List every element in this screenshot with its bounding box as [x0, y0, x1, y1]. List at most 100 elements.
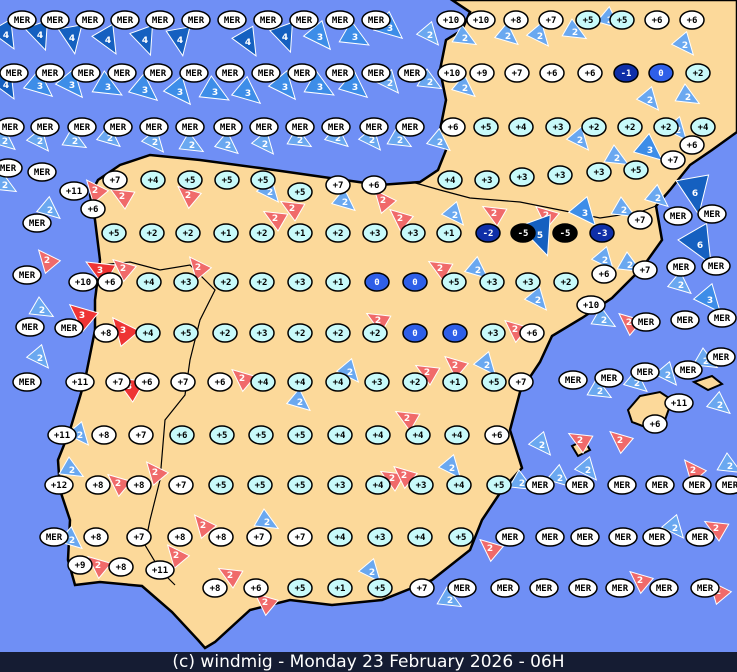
wind-triangle-icon: [481, 205, 508, 227]
marker-oval: [697, 204, 727, 224]
temperature-marker: +3: [249, 323, 275, 343]
temperature-label: MER: [502, 533, 519, 543]
wind-force-label: 2: [602, 256, 608, 266]
wind-arrow: 2: [437, 453, 462, 479]
wind-triangle-icon: [440, 200, 465, 226]
wind-arrow: 4: [57, 24, 83, 55]
temperature-label: +6: [215, 378, 226, 388]
temperature-marker: +3: [367, 527, 393, 547]
temperature-marker: +4: [250, 372, 276, 392]
temperature-label: MER: [572, 481, 589, 491]
temperature-marker: +6: [80, 199, 106, 219]
marker-oval: [243, 578, 269, 598]
wind-arrow: 2: [479, 538, 505, 563]
marker-oval: [251, 63, 281, 83]
temperature-label: MER: [689, 481, 706, 491]
wind-arrow: 3: [127, 72, 159, 102]
wind-force-label: 2: [617, 436, 623, 446]
wind-arrow: 3: [230, 75, 262, 105]
temperature-label: MER: [2, 123, 19, 133]
marker-oval: [645, 475, 675, 495]
temperature-label: MER: [188, 16, 205, 26]
temperature-marker: +4: [444, 425, 470, 445]
temperature-marker: +10: [437, 63, 467, 83]
temperature-marker: +9: [67, 555, 93, 575]
marker-oval: [83, 527, 109, 547]
marker-oval: [607, 475, 637, 495]
wind-arrow: 2: [166, 544, 191, 570]
sea-marker: MER: [685, 527, 715, 547]
wind-force-label: 2: [397, 136, 403, 146]
wind-triangle-icon: [213, 130, 239, 155]
wind-force-label: 2: [347, 368, 353, 378]
temperature-label: +5: [494, 481, 505, 491]
marker-oval: [136, 272, 162, 292]
wind-triangle-icon: [610, 196, 637, 218]
temperature-label: MER: [292, 123, 309, 133]
sea-marker: MER: [663, 206, 693, 226]
marker-oval: [0, 63, 29, 83]
wind-force-label: 2: [47, 206, 53, 216]
wind-force-label: 2: [577, 436, 583, 446]
wind-arrow: 2: [389, 208, 415, 233]
marker-oval: [213, 117, 243, 137]
wind-triangle-icon: [61, 127, 88, 149]
marker-oval: [168, 475, 194, 495]
temperature-marker: +1: [442, 372, 468, 392]
temperature-label: MER: [656, 584, 673, 594]
temperature-label: MER: [256, 123, 273, 133]
sea-marker: MER: [12, 372, 42, 392]
temperature-label: 0: [658, 69, 663, 79]
temperature-marker: 0: [402, 272, 428, 292]
temperature-marker: +3: [400, 223, 426, 243]
marker-oval: [609, 10, 635, 30]
wind-triangle-icon: [523, 285, 548, 311]
wind-arrow: 3: [338, 20, 370, 46]
wind-force-label: 2: [462, 34, 468, 44]
temperature-marker: +6: [679, 10, 705, 30]
temperature-label: +5: [295, 431, 306, 441]
temperature-label: MER: [497, 584, 514, 594]
temperature-label: MER: [542, 533, 559, 543]
marker-oval: [126, 527, 152, 547]
temperature-marker: +2: [249, 223, 275, 243]
marker-oval: [321, 117, 351, 137]
temperature-label: MER: [332, 69, 349, 79]
temperature-marker: +7: [287, 527, 313, 547]
temperature-label: +4: [258, 378, 269, 388]
temperature-label: +8: [91, 533, 102, 543]
temperature-label: MER: [0, 164, 17, 174]
temperature-marker: 0: [648, 63, 674, 83]
temperature-label: +6: [650, 420, 661, 430]
temperature-marker: +11: [47, 425, 77, 445]
wind-force-label: 4: [142, 36, 148, 46]
wind-triangle-icon: [389, 208, 415, 233]
marker-oval: [437, 170, 463, 190]
sea-marker: MER: [175, 117, 205, 137]
wind-arrow: 4: [165, 26, 191, 57]
temperature-marker: +6: [361, 175, 387, 195]
wind-force-label: 2: [447, 596, 453, 606]
marker-oval: [110, 10, 140, 30]
marker-oval: [553, 272, 579, 292]
wind-triangle-icon: [586, 377, 613, 399]
marker-oval: [181, 10, 211, 30]
wind-force-label: 2: [173, 551, 179, 561]
wind-force-label: 3: [282, 83, 288, 93]
wind-triangle-icon: [231, 25, 257, 57]
wind-force-label: 2: [195, 263, 201, 273]
marker-oval: [102, 170, 128, 190]
temperature-label: +3: [375, 533, 386, 543]
marker-oval: [140, 170, 166, 190]
marker-oval: [565, 475, 595, 495]
wind-force-label: 2: [437, 264, 443, 274]
temperature-label: 0: [374, 278, 379, 288]
wind-triangle-icon: [127, 72, 159, 102]
wind-force-label: 2: [44, 256, 50, 266]
temperature-label: MER: [47, 16, 64, 26]
marker-oval: [91, 425, 117, 445]
wind-arrow: 3: [162, 74, 192, 106]
marker-oval: [475, 223, 501, 243]
temperature-label: +3: [488, 329, 499, 339]
temperature-label: +6: [599, 270, 610, 280]
